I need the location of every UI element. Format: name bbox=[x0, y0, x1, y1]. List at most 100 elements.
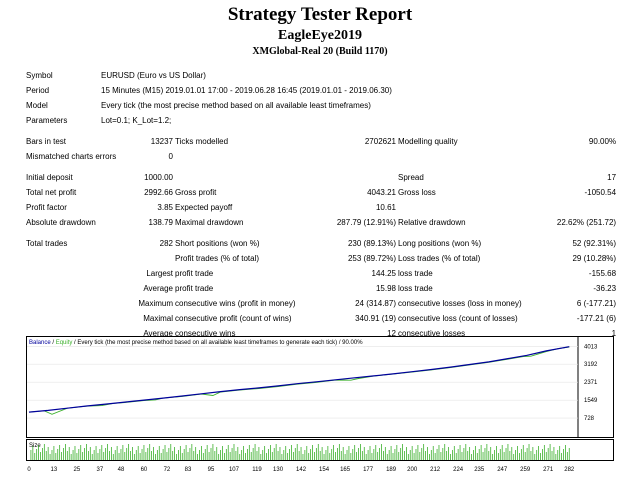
max-cons-losses-label: consecutive losses (loss in money) bbox=[398, 299, 522, 308]
symbol-row: Symbol EURUSD (Euro vs US Dollar) bbox=[26, 68, 616, 83]
average-label: Average bbox=[143, 284, 173, 293]
chart-frame bbox=[26, 336, 614, 438]
legend-equity: Equity bbox=[56, 340, 73, 346]
quality-label: Modelling quality bbox=[398, 137, 458, 146]
profit-trades-value: 253 (89.72%) bbox=[347, 254, 396, 263]
payoff-value: 10.61 bbox=[375, 203, 396, 212]
avg-cons-wins-value: 12 bbox=[387, 329, 396, 338]
symbol-label: Symbol bbox=[26, 71, 53, 80]
expert-name: EagleEye2019 bbox=[278, 28, 362, 43]
maxdd-label: Maximal drawdown bbox=[175, 218, 244, 227]
parameters-label: Parameters bbox=[26, 116, 68, 125]
drawdown-row: Absolute drawdown 138.79 Maximal drawdow… bbox=[26, 215, 616, 230]
parameters-row: Parameters Lot=0.1; K_Lot=1.2; bbox=[26, 113, 616, 128]
x-tick-label: 37 bbox=[97, 467, 104, 473]
profit-trades-label: Profit trades (% of total) bbox=[175, 254, 260, 263]
x-tick-label: 177 bbox=[363, 467, 374, 473]
server-build: XMGlobal-Real 20 (Build 1170) bbox=[252, 46, 388, 57]
legend-rest: / Every tick (the most precise method ba… bbox=[72, 340, 363, 346]
max-cons-loss-value: -177.21 (6) bbox=[576, 314, 617, 323]
x-tick-label: 48 bbox=[118, 467, 125, 473]
quality-value: 90.00% bbox=[588, 137, 617, 146]
profit-trades-row: Profit trades (% of total) 253 (89.72%) … bbox=[26, 251, 616, 266]
size-frame bbox=[26, 439, 614, 461]
x-tick-label: 247 bbox=[497, 467, 508, 473]
avg-cons-wins-label: consecutive wins bbox=[175, 329, 236, 338]
x-tick-label: 235 bbox=[474, 467, 485, 473]
short-label: Short positions (won %) bbox=[175, 239, 260, 248]
chart-lines bbox=[28, 346, 570, 415]
mismatch-label: Mismatched charts errors 0 bbox=[26, 149, 173, 164]
netprofit-value: 2992.66 bbox=[144, 188, 173, 197]
max-cons-loss-label: consecutive loss (count of losses) bbox=[398, 314, 518, 323]
ticks-label: Ticks modelled bbox=[175, 137, 229, 146]
x-tick-label: 271 bbox=[543, 467, 554, 473]
mismatch-value: 0 bbox=[168, 152, 173, 161]
x-tick-label: 95 bbox=[208, 467, 215, 473]
absdd-value: 138.79 bbox=[148, 218, 173, 227]
x-tick-label: 119 bbox=[252, 467, 262, 473]
largest-profit-value: 144.25 bbox=[371, 269, 396, 278]
x-tick-label: 154 bbox=[319, 467, 330, 473]
x-tick-label: 0 bbox=[27, 467, 31, 473]
average-cons-row: Average consecutive wins 12 consecutive … bbox=[26, 326, 616, 341]
x-tick-label: 142 bbox=[296, 467, 307, 473]
chart-y-ticks: 4013 3192 2371 1549 728 bbox=[584, 344, 598, 422]
maximal-label: Maximal bbox=[143, 314, 173, 323]
legend-sep: / bbox=[51, 340, 56, 346]
deposit-row: Initial deposit 1000.00 Spread 17 bbox=[26, 170, 616, 185]
grossloss-value: -1050.54 bbox=[584, 188, 617, 197]
x-tick-label: 165 bbox=[340, 467, 351, 473]
bars-value: 13237 bbox=[150, 137, 173, 146]
chart-x-axis: 0 13 25 37 48 60 72 83 95 107 119 130 142 154 165 177 18… bbox=[27, 467, 575, 473]
deposit-label: Initial deposit bbox=[26, 173, 73, 182]
x-tick-label: 60 bbox=[141, 467, 148, 473]
balance-equity-chart: Balance / Equity / Every tick (the most … bbox=[26, 336, 614, 438]
model-value: Every tick (the most precise method base… bbox=[101, 101, 371, 110]
parameters-value: Lot=0.1; K_Lot=1.2; bbox=[101, 116, 172, 125]
size-histogram: Size bbox=[26, 439, 614, 461]
x-tick-label: 72 bbox=[164, 467, 171, 473]
largest-loss-label: loss trade bbox=[398, 269, 433, 278]
reldd-label: Relative drawdown bbox=[398, 218, 466, 227]
maximum-row: Maximum consecutive wins (profit in mone… bbox=[26, 296, 616, 311]
y-tick-label: 3192 bbox=[584, 362, 598, 368]
largest-profit-label: profit trade bbox=[175, 269, 214, 278]
max-cons-profit-value: 340.91 (19) bbox=[355, 314, 396, 323]
balance-line bbox=[28, 346, 570, 413]
average-profit-label: profit trade bbox=[175, 284, 214, 293]
x-tick-label: 130 bbox=[273, 467, 284, 473]
x-tick-label: 25 bbox=[74, 467, 81, 473]
legend-balance: Balance bbox=[29, 340, 51, 346]
grossloss-label: Gross loss bbox=[398, 188, 436, 197]
average-loss-value: -36.23 bbox=[593, 284, 617, 293]
model-row: Model Every tick (the most precise metho… bbox=[26, 98, 616, 113]
max-cons-wins-label: consecutive wins (profit in money) bbox=[175, 299, 296, 308]
trades-label: Total trades bbox=[26, 239, 68, 248]
x-tick-label: 212 bbox=[430, 467, 441, 473]
mismatch-row: Mismatched charts errors 0 bbox=[26, 149, 616, 164]
ticks-value: 2702621 bbox=[364, 137, 396, 146]
deposit-value: 1000.00 bbox=[144, 173, 173, 182]
x-tick-label: 224 bbox=[453, 467, 464, 473]
bars-row: Bars in test 13237 Ticks modelled 270262… bbox=[26, 134, 616, 149]
size-label: Size bbox=[29, 443, 41, 449]
max-cons-profit-label: consecutive profit (count of wins) bbox=[175, 314, 292, 323]
absdd-label: Absolute drawdown bbox=[26, 218, 96, 227]
short-value: 230 (89.13%) bbox=[347, 239, 396, 248]
x-tick-label: 259 bbox=[520, 467, 531, 473]
average-profit-value: 15.98 bbox=[375, 284, 396, 293]
x-tick-label: 282 bbox=[564, 467, 575, 473]
pf-label: Profit factor bbox=[26, 203, 67, 212]
period-value: 15 Minutes (M15) 2019.01.01 17:00 - 2019… bbox=[101, 86, 392, 95]
reldd-value: 22.62% (251.72) bbox=[556, 218, 617, 227]
grossprofit-value: 4043.21 bbox=[367, 188, 396, 197]
spread-label: Spread bbox=[398, 173, 424, 182]
long-value: 52 (92.31%) bbox=[572, 239, 617, 248]
largest-row: Largest profit trade 144.25 loss trade -… bbox=[26, 266, 616, 281]
avg-cons-losses-value: 1 bbox=[611, 329, 617, 338]
trades-row: Total trades 282 Short positions (won %)… bbox=[26, 236, 616, 251]
payoff-label: Expected payoff bbox=[175, 203, 233, 212]
netprofit-row: Total net profit 2992.66 Gross profit 40… bbox=[26, 185, 616, 200]
pf-row: Profit factor 3.85 Expected payoff 10.61 bbox=[26, 200, 616, 215]
